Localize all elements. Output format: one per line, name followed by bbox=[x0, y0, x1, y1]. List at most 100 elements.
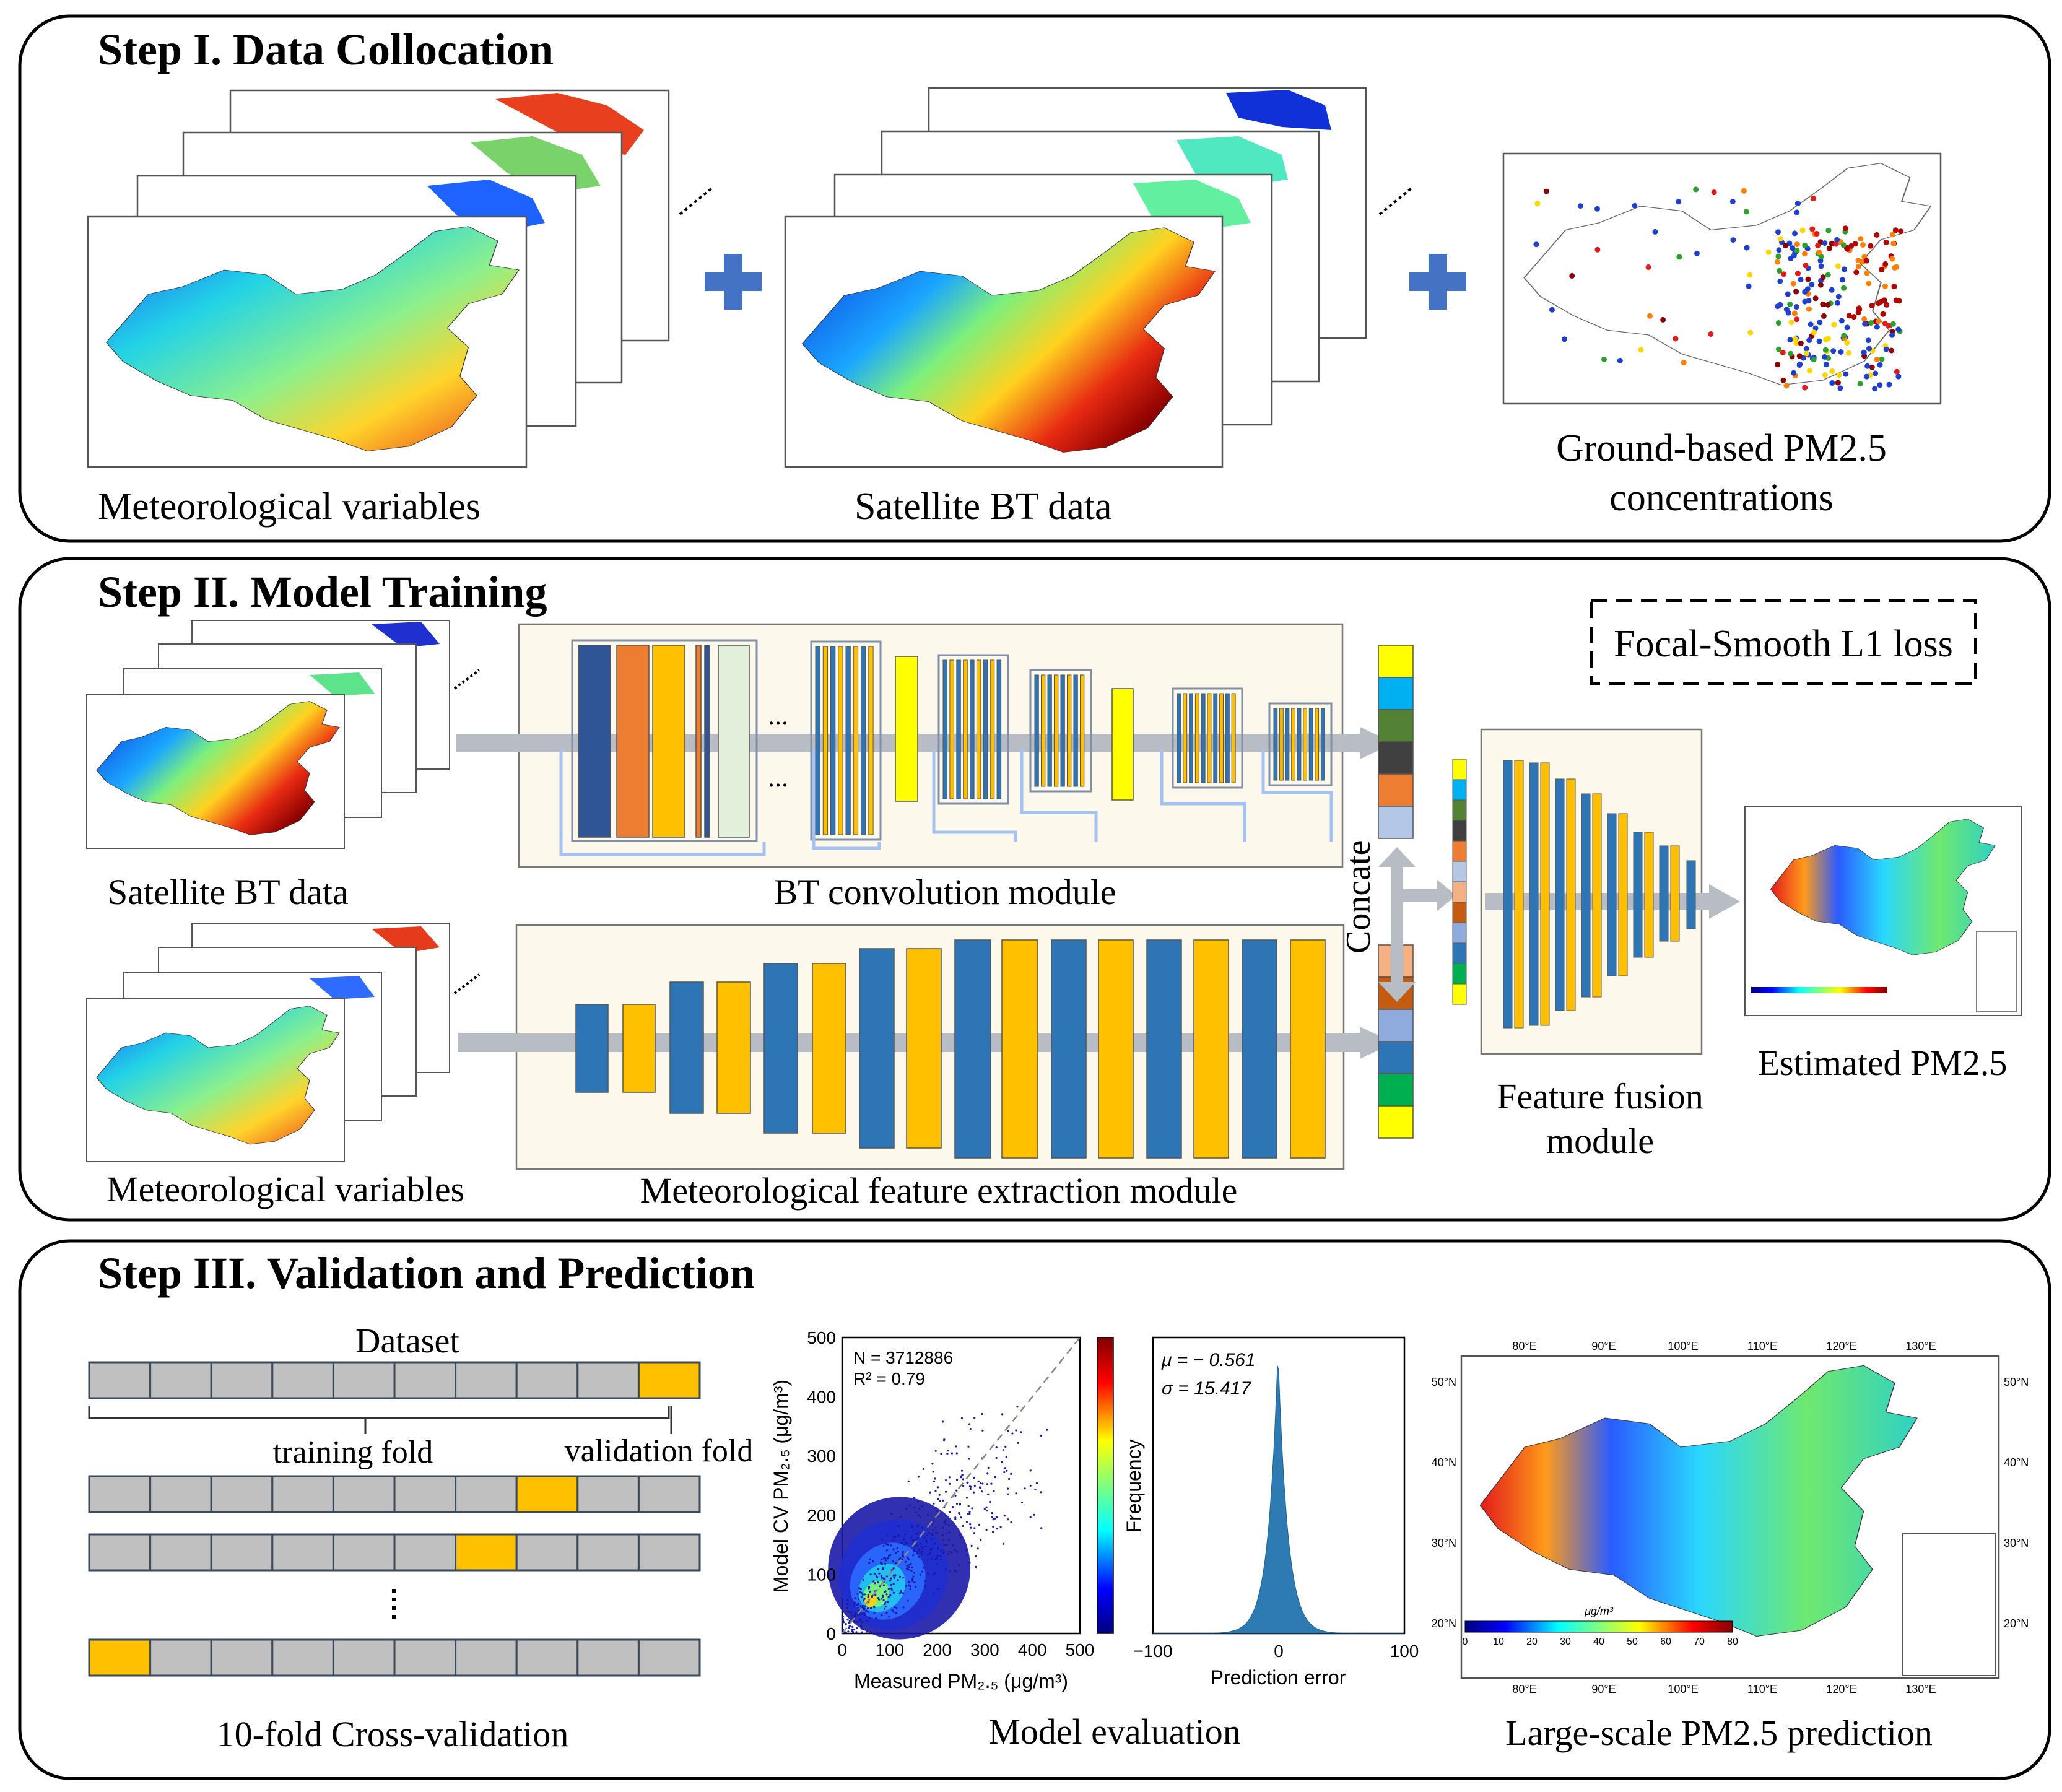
scatter-point bbox=[917, 1476, 920, 1478]
fusion-module-box bbox=[1480, 728, 1703, 1055]
scatter-point bbox=[1004, 1467, 1006, 1469]
scatter-point bbox=[910, 1536, 913, 1539]
station-dot bbox=[1594, 206, 1600, 212]
scatter-point bbox=[897, 1525, 900, 1528]
scatter-point bbox=[962, 1525, 964, 1527]
cv-segment bbox=[210, 1638, 274, 1677]
scatter-colorbar-label: Frequency bbox=[1123, 1439, 1145, 1533]
station-dot bbox=[1569, 272, 1575, 279]
scatter-point bbox=[923, 1580, 926, 1583]
scatter-point bbox=[919, 1551, 921, 1554]
scatter-point bbox=[900, 1542, 903, 1544]
scatter-point bbox=[895, 1606, 898, 1609]
concat-top-cell bbox=[1378, 677, 1414, 710]
cv-segment bbox=[210, 1533, 274, 1572]
scatter-point bbox=[878, 1572, 881, 1575]
station-dot bbox=[1822, 240, 1828, 246]
bt-group-d-bar bbox=[1201, 693, 1206, 783]
scatter-point bbox=[945, 1479, 947, 1482]
station-dot bbox=[1794, 241, 1800, 248]
scatter-point bbox=[1040, 1491, 1042, 1494]
station-dot bbox=[1818, 263, 1824, 269]
station-dot bbox=[1809, 226, 1816, 232]
scatter-point bbox=[986, 1510, 988, 1512]
station-dot bbox=[1823, 336, 1829, 342]
cv-segment bbox=[455, 1533, 518, 1572]
station-dot bbox=[1793, 289, 1799, 295]
station-dot bbox=[1811, 329, 1817, 336]
scatter-point bbox=[920, 1546, 923, 1548]
scatter-point bbox=[904, 1560, 907, 1563]
bt-group-d-bar bbox=[1213, 693, 1218, 783]
station-dot bbox=[1534, 201, 1541, 207]
scatter-point bbox=[854, 1597, 856, 1599]
scatter-point bbox=[915, 1511, 917, 1513]
bt-group-a-bar bbox=[845, 646, 851, 835]
station-dot bbox=[1693, 186, 1699, 193]
scatter-point bbox=[859, 1588, 862, 1591]
scatter-point bbox=[869, 1590, 871, 1593]
pred-cb-tick: 0 bbox=[1463, 1637, 1468, 1647]
scatter-point bbox=[945, 1532, 947, 1534]
scatter-point bbox=[890, 1513, 893, 1515]
fusion-layer bbox=[1514, 760, 1524, 1029]
scatter-point bbox=[917, 1514, 920, 1516]
scatter-point bbox=[911, 1578, 914, 1580]
pred-cb-tick: 70 bbox=[1694, 1637, 1705, 1647]
station-dot bbox=[1809, 282, 1815, 288]
scatter-point bbox=[970, 1526, 972, 1529]
station-dot bbox=[1883, 240, 1889, 245]
station-dot bbox=[1811, 357, 1817, 363]
fusion-label-1: Feature fusion bbox=[1497, 1076, 1703, 1116]
scatter-point bbox=[1007, 1493, 1009, 1495]
station-dot bbox=[1816, 338, 1822, 344]
scatter-point bbox=[971, 1507, 973, 1510]
scatter-point bbox=[934, 1542, 936, 1545]
concat-bottom-cell bbox=[1378, 1009, 1414, 1042]
station-dot bbox=[1838, 318, 1845, 324]
station-dots bbox=[1533, 186, 1904, 392]
station-dot bbox=[1791, 310, 1798, 316]
fusion-label-2: module bbox=[1546, 1121, 1654, 1161]
scatter-point bbox=[948, 1531, 951, 1534]
cv-segment bbox=[393, 1638, 457, 1677]
scatter-point bbox=[902, 1606, 905, 1609]
cv-segment bbox=[332, 1533, 396, 1572]
scatter-point bbox=[884, 1601, 887, 1604]
scatter-point bbox=[887, 1543, 889, 1546]
scatter-point bbox=[902, 1577, 905, 1579]
scatter-point bbox=[846, 1607, 848, 1609]
bt-group-a-bar bbox=[861, 646, 866, 835]
scatter-point bbox=[978, 1523, 980, 1526]
cv-folds bbox=[88, 1361, 701, 1677]
plus-icon-1 bbox=[705, 254, 762, 310]
scatter-point bbox=[936, 1557, 938, 1560]
scatter-point bbox=[848, 1625, 851, 1627]
scatter-point bbox=[954, 1494, 957, 1497]
station-dot bbox=[1694, 250, 1700, 256]
scatter-point bbox=[985, 1528, 988, 1531]
station-dot bbox=[1861, 349, 1867, 355]
scatter-point bbox=[942, 1539, 945, 1542]
station-dot bbox=[1829, 380, 1835, 386]
station-dot bbox=[1898, 228, 1904, 235]
station-dot bbox=[1798, 341, 1804, 347]
scatter-point bbox=[960, 1417, 963, 1419]
scatter-point bbox=[967, 1445, 970, 1448]
scatter-point bbox=[1008, 1477, 1011, 1481]
station-dot bbox=[1793, 304, 1799, 310]
scatter-point bbox=[871, 1594, 874, 1597]
scatter-point bbox=[955, 1489, 958, 1492]
station-dot bbox=[1881, 297, 1887, 303]
scatter-point bbox=[853, 1604, 856, 1606]
station-dot bbox=[1743, 209, 1749, 215]
scatter-point bbox=[968, 1511, 971, 1513]
scatter-point bbox=[934, 1526, 937, 1529]
station-dot bbox=[1894, 264, 1900, 270]
scatter-point bbox=[868, 1617, 871, 1619]
scatter-point bbox=[948, 1511, 951, 1513]
prediction-label: Large-scale PM2.5 prediction bbox=[1505, 1713, 1933, 1753]
pred-lon-tick-top: 120°E bbox=[1826, 1340, 1856, 1352]
scatter-point bbox=[846, 1611, 849, 1613]
met-layer bbox=[1242, 939, 1277, 1159]
